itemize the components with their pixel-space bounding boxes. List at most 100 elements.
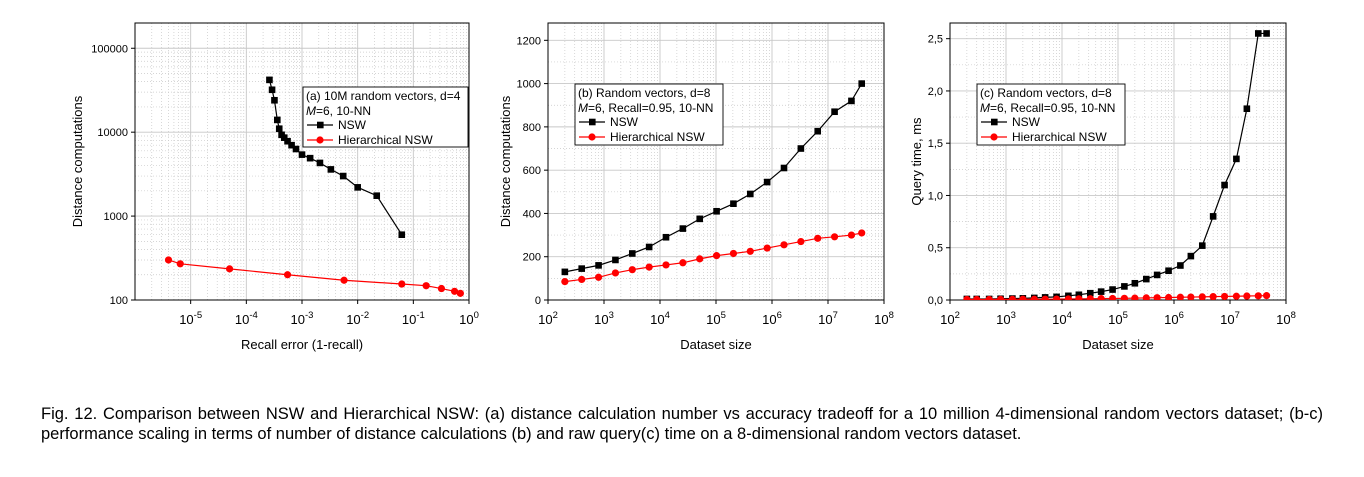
legend-marker-hnsw	[588, 133, 596, 141]
data-point-hnsw	[1131, 294, 1139, 300]
data-point-nsw	[1243, 105, 1251, 113]
x-tick-label: 10-2	[346, 310, 369, 327]
data-point-hnsw	[164, 256, 173, 264]
data-point-hnsw	[594, 273, 603, 281]
series	[561, 80, 866, 286]
data-point-hnsw	[780, 241, 788, 249]
legend: (a) 10M random vectors, d=4M=6, 10-NNNSW…	[302, 86, 469, 148]
x-tick-label: 105	[1108, 310, 1128, 327]
legend-title: (a) 10M random vectors, d=4	[306, 89, 461, 103]
data-point-nsw	[354, 184, 361, 191]
data-point-nsw	[288, 141, 295, 149]
data-point-nsw	[316, 159, 324, 167]
legend-label-nsw: NSW	[1012, 115, 1041, 129]
x-tick-label: 108	[1276, 310, 1296, 327]
legend-subtitle: M=6, Recall=0.95, 10-NN	[980, 101, 1115, 115]
x-tick-label: 100	[459, 310, 479, 327]
data-point-nsw	[268, 86, 276, 94]
y-tick-label: 600	[523, 165, 541, 177]
legend-subtitle: M=6, 10-NN	[306, 104, 371, 118]
data-point-nsw	[679, 225, 687, 232]
data-point-nsw	[814, 127, 822, 135]
x-tick-label: 104	[1052, 310, 1072, 327]
legend-subtitle: M=6, Recall=0.95, 10-NN	[578, 101, 713, 115]
data-point-hnsw	[662, 261, 670, 269]
y-tick-label: 1200	[517, 35, 541, 47]
x-axis: 102 103 104 105 106 107 108 Dataset size	[538, 300, 894, 352]
x-tick-label: 10-3	[291, 310, 314, 327]
data-point-hnsw	[1075, 295, 1083, 300]
x-tick-label: 108	[874, 310, 894, 327]
data-point-hnsw	[1108, 294, 1117, 300]
legend-label-hnsw: Hierarchical NSW	[1012, 130, 1107, 144]
data-point-hnsw	[1164, 293, 1173, 300]
y-tick-label: 1000	[104, 211, 128, 223]
y-tick-label: 1000	[517, 79, 541, 91]
data-point-nsw	[1075, 291, 1083, 299]
data-point-nsw	[628, 250, 636, 257]
data-point-nsw	[746, 190, 754, 198]
data-point-nsw	[858, 80, 866, 87]
x-tick-label: 107	[1220, 310, 1240, 327]
data-point-hnsw	[696, 255, 704, 263]
data-point-hnsw	[628, 266, 636, 274]
data-point-hnsw	[1019, 295, 1027, 300]
data-point-nsw	[1209, 213, 1217, 220]
figure: 10-5 10-4 10-3 10-2 10-1 100 Recall error (1-r…	[70, 22, 1296, 352]
data-point-nsw	[831, 108, 838, 116]
data-point-hnsw	[176, 260, 184, 268]
data-point-hnsw	[746, 247, 754, 255]
legend-marker-nsw	[991, 118, 998, 126]
legend-title: (c) Random vectors, d=8	[980, 86, 1112, 100]
data-point-nsw	[275, 125, 283, 133]
data-point-nsw	[713, 207, 720, 215]
data-point-hnsw	[973, 295, 981, 300]
data-point-nsw	[292, 145, 300, 153]
data-point-nsw	[373, 192, 381, 199]
data-point-hnsw	[1142, 294, 1150, 300]
data-point-hnsw	[1064, 295, 1072, 300]
data-point-nsw	[398, 231, 406, 239]
data-point-nsw	[1131, 279, 1139, 287]
data-point-hnsw	[1086, 295, 1094, 300]
x-axis: 102 103 104 105 106 107 108 Dataset size	[940, 300, 1296, 352]
legend-marker-hnsw	[316, 136, 324, 144]
x-tick-label: 103	[594, 310, 614, 327]
data-point-hnsw	[963, 295, 971, 300]
data-point-nsw	[662, 233, 670, 241]
data-point-nsw	[1198, 242, 1206, 249]
data-point-nsw	[645, 243, 653, 251]
grid	[134, 22, 469, 301]
data-point-hnsw	[1220, 292, 1229, 300]
y-axis: 0,0 0,5 1,0 1,5 2,0 2,5 Query time, ms	[909, 34, 950, 307]
x-tick-label: 104	[650, 310, 670, 327]
data-point-nsw	[730, 200, 737, 207]
data-point-nsw	[284, 137, 291, 145]
series	[164, 76, 464, 297]
data-point-nsw	[848, 97, 855, 105]
data-point-nsw	[1254, 30, 1262, 37]
data-point-hnsw	[1120, 294, 1128, 300]
data-point-nsw	[1187, 252, 1195, 260]
grid	[949, 23, 1286, 301]
data-point-hnsw	[1030, 295, 1038, 300]
y-axis: 0 200 400 600 800 1000 1200 Distance computatio…	[498, 35, 548, 307]
data-point-nsw	[612, 256, 619, 264]
data-point-nsw	[696, 215, 704, 223]
data-point-hnsw	[1176, 293, 1184, 300]
series-line-hnsw	[168, 259, 461, 294]
data-point-hnsw	[858, 229, 866, 237]
data-point-nsw	[1109, 286, 1116, 293]
series	[963, 30, 1271, 300]
data-point-nsw	[1233, 155, 1240, 163]
data-point-nsw	[1221, 181, 1228, 189]
data-point-nsw	[1097, 288, 1105, 295]
x-tick-label: 102	[538, 310, 558, 327]
legend-marker-nsw	[317, 121, 324, 129]
data-point-nsw	[1165, 267, 1172, 275]
legend-box	[302, 86, 469, 148]
x-tick-label: 106	[1164, 310, 1184, 327]
data-point-nsw	[763, 178, 771, 186]
figure-caption: Fig. 12. Comparison between NSW and Hier…	[41, 405, 1323, 443]
data-point-hnsw	[1209, 293, 1217, 300]
